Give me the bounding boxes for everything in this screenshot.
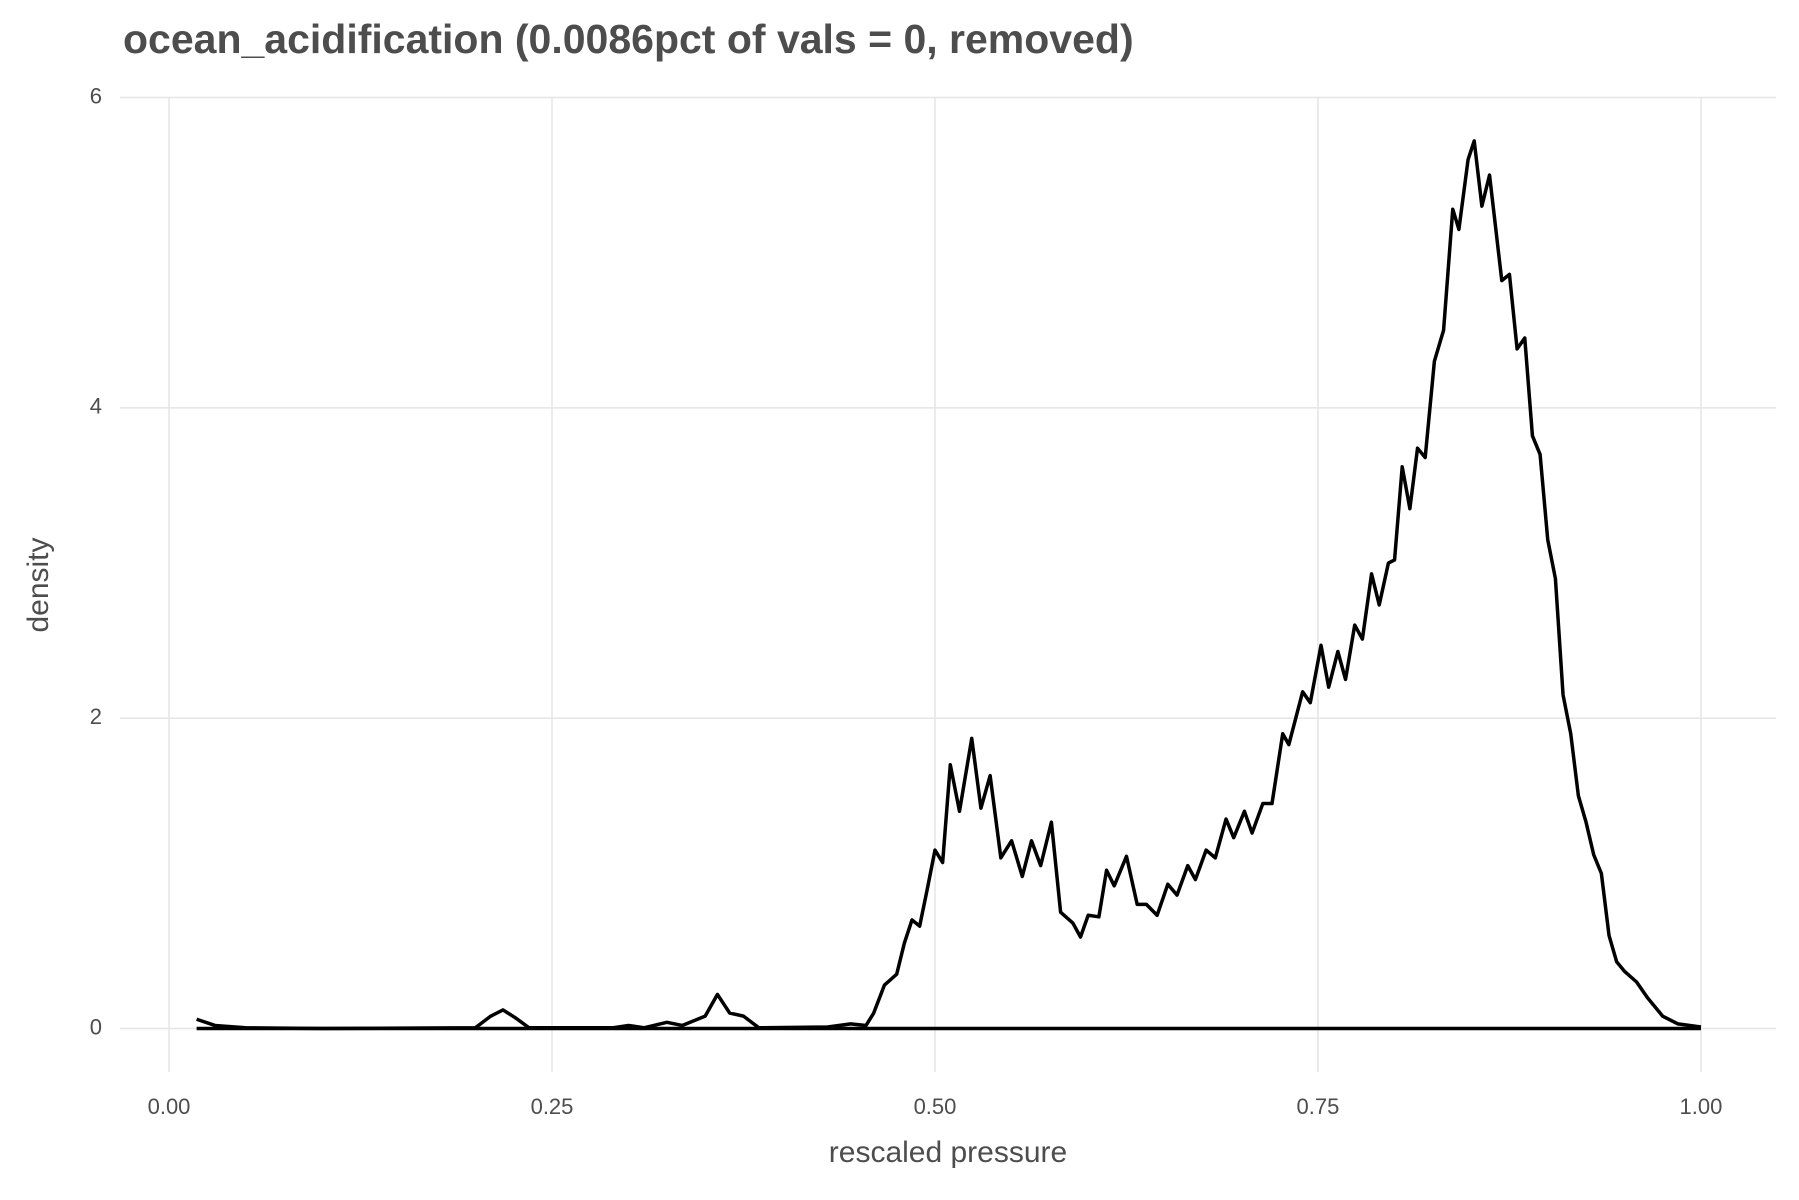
x-tick-label: 0.75: [1297, 1094, 1340, 1119]
y-tick-label: 0: [90, 1014, 102, 1039]
y-axis-label: density: [22, 537, 55, 632]
y-tick-label: 4: [90, 394, 102, 419]
chart-title: ocean_acidification (0.0086pct of vals =…: [123, 16, 1134, 62]
y-tick-label: 2: [90, 704, 102, 729]
density-line: [196, 139, 1702, 1031]
x-tick-label: 1.00: [1680, 1094, 1723, 1119]
x-tick-label: 0.25: [531, 1094, 574, 1119]
x-tick-label: 0.50: [914, 1094, 957, 1119]
x-tick-label: 0.00: [148, 1094, 191, 1119]
y-tick-label: 6: [90, 83, 102, 108]
x-axis-label: rescaled pressure: [829, 1136, 1067, 1169]
